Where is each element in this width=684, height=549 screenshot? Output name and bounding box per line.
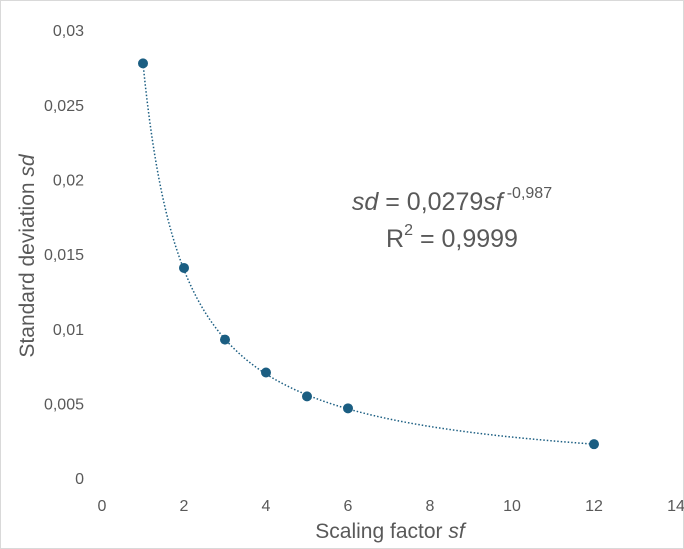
r2-value: 0,9999 [442,225,518,253]
x-tick-label: 2 [180,498,189,515]
eq-exponent: -0,987 [507,185,552,202]
x-tick-label: 12 [585,498,603,515]
y-title-text: Standard deviation [16,177,39,358]
eq-variable: sf [483,188,506,216]
y-tick-label: 0,005 [44,397,84,414]
r2-r: R [386,225,404,253]
y-title-italic: sd [16,153,39,177]
x-tick-label: 10 [503,498,521,515]
eq-coefficient: 0,0279 [407,188,483,216]
data-point [220,334,230,345]
data-point [138,58,148,69]
x-tick-label: 4 [262,498,271,515]
y-tick-label: 0,025 [44,98,84,115]
x-tick-label: 6 [344,498,353,515]
y-tick-label: 0,015 [44,247,84,264]
y-tick-label: 0,02 [53,173,84,190]
data-point [589,439,599,450]
x-tick-label: 14 [667,498,684,515]
y-tick-label: 0 [75,471,84,488]
y-axis-title: Standard deviation sd [16,153,39,357]
y-tick-label: 0,03 [53,23,84,40]
data-point [179,262,189,273]
eq-lhs: sd [352,188,380,216]
y-tick-label: 0,01 [53,322,84,339]
trend-equation: sd = 0,0279sf -0,987 [352,185,552,215]
r2-equals: = [413,225,442,253]
r2-sup: 2 [404,222,413,239]
trendline [142,63,595,445]
trend-r2: R2 = 0,9999 [386,222,518,252]
eq-equals: = [378,188,407,216]
data-point [343,403,353,414]
x-title-text: Scaling factor [315,520,448,543]
data-point [261,367,271,378]
data-point [302,391,312,402]
x-tick-label: 8 [426,498,435,515]
x-axis-title: Scaling factor sf [315,520,467,543]
x-title-italic: sf [448,520,467,543]
x-tick-label: 0 [98,498,107,515]
